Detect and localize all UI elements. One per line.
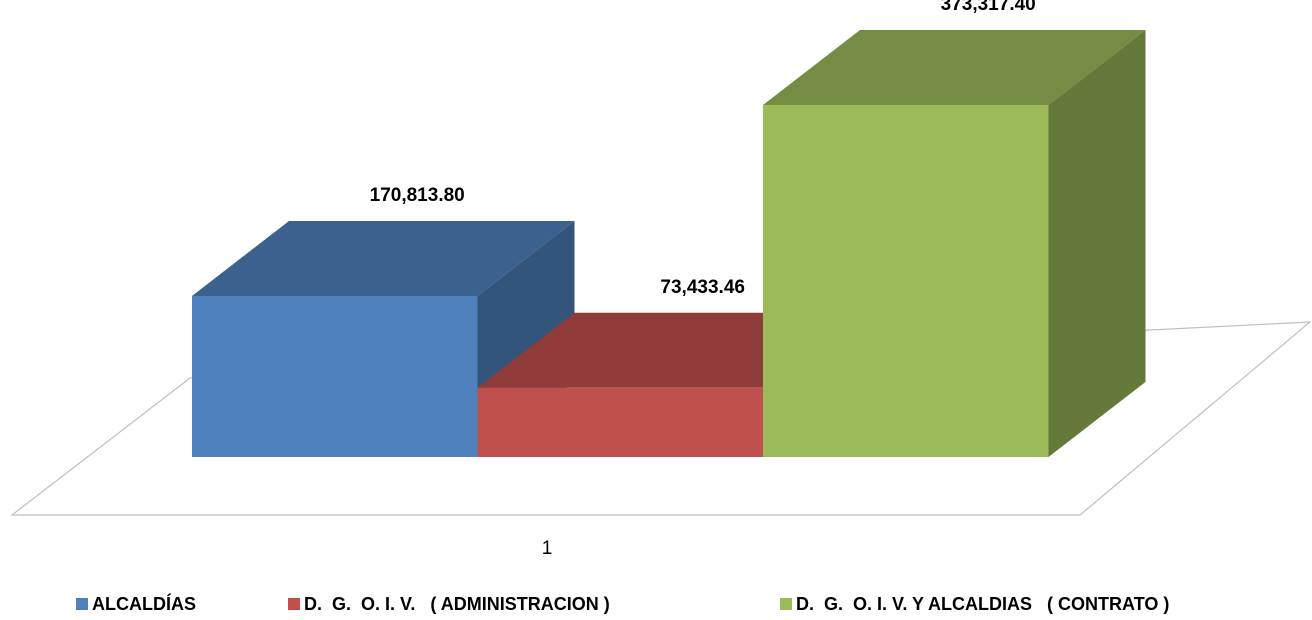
- bar-top: [192, 220, 575, 296]
- bar: [477, 387, 763, 457]
- value-label: 373,317.40: [941, 0, 1036, 15]
- bar-top: [763, 30, 1146, 105]
- bar-side: [1048, 30, 1146, 457]
- bar: [763, 105, 1049, 457]
- floor: [10, 321, 1312, 516]
- legend-label: D. G. O. I. V. Y ALCALDIAS ( CONTRATO ): [796, 594, 1169, 614]
- value-label: 170,813.80: [370, 185, 465, 206]
- legend-label: D. G. O. I. V. ( ADMINISTRACION ): [304, 594, 610, 614]
- legend-swatch: [76, 598, 88, 610]
- legend-swatch: [780, 598, 792, 610]
- value-label: 73,433.46: [660, 277, 745, 298]
- bar: [192, 295, 478, 457]
- x-tick-label: 1: [542, 538, 553, 559]
- legend-label: ALCALDÍAS: [92, 593, 196, 614]
- legend-swatch: [288, 598, 300, 610]
